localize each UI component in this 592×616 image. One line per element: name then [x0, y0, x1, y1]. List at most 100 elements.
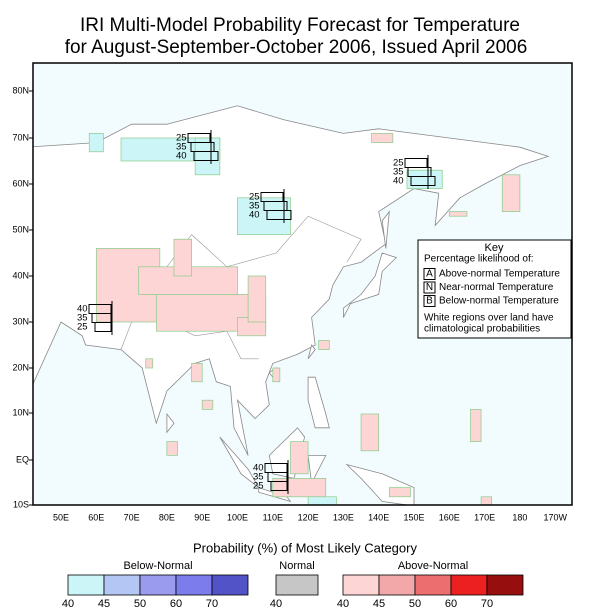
- legend-swatch: [275, 574, 319, 596]
- legend-swatch: [211, 574, 249, 596]
- title-line: for August-September-October 2006, Issue…: [65, 37, 528, 58]
- above-normal-region: [166, 441, 178, 456]
- legend-swatch: [486, 574, 524, 596]
- legend-tick-label: 70: [481, 598, 493, 610]
- key-item: Below-normal Temperature: [439, 296, 559, 307]
- above-normal-region: [371, 133, 394, 143]
- landmass: [307, 376, 330, 429]
- lon-label: 60E: [88, 512, 104, 522]
- legend-tick-label: 45: [98, 598, 110, 610]
- above-normal-region: [388, 487, 411, 498]
- probability-label: 25: [77, 322, 88, 333]
- lat-label: 10S: [13, 499, 29, 509]
- legend-tick-label: 50: [134, 598, 146, 610]
- landmass: [307, 454, 327, 485]
- lon-label: 80E: [159, 512, 175, 522]
- above-normal-region: [360, 413, 380, 452]
- landmass: [166, 412, 175, 434]
- above-normal-region: [480, 496, 493, 505]
- legend-group-name: Normal: [279, 560, 314, 572]
- lat-label: 20N: [12, 362, 29, 372]
- legend-tick-label: 45: [373, 598, 385, 610]
- probability-box: [410, 176, 436, 186]
- lat-label: 50N: [12, 224, 29, 234]
- above-normal-region: [470, 409, 482, 442]
- lon-label: 180: [512, 512, 527, 522]
- lat-label: 80N: [12, 85, 29, 95]
- lat-label: 40N: [12, 270, 29, 280]
- title-line: IRI Multi-Model Probability Forecast for…: [80, 15, 520, 36]
- key-title: Key: [485, 242, 504, 254]
- lat-label: 30N: [12, 316, 29, 326]
- above-normal-region: [448, 211, 468, 217]
- above-normal-region: [201, 399, 214, 410]
- border: [142, 215, 362, 277]
- legend-group-name: Above-Normal: [398, 560, 468, 572]
- probability-label: 40: [249, 210, 260, 221]
- legend-swatch: [414, 574, 452, 596]
- probability-label: 35: [77, 313, 88, 324]
- below-normal-region: [406, 169, 443, 189]
- probability-label: 40: [176, 151, 187, 162]
- probability-label: 25: [176, 133, 187, 144]
- lon-label: 160E: [439, 512, 460, 522]
- probability-label: 25: [249, 192, 260, 203]
- legend-swatch: [67, 574, 105, 596]
- lon-label: 70E: [124, 512, 140, 522]
- above-normal-region: [247, 275, 267, 323]
- lon-label: 120E: [298, 512, 319, 522]
- lat-label: 60N: [12, 178, 29, 188]
- probability-label: 40: [393, 176, 404, 187]
- key-item: Near-normal Temperature: [439, 282, 554, 293]
- key-letter: B: [426, 296, 433, 307]
- key-letter-box: [423, 281, 436, 294]
- legend-group-name: Below-Normal: [123, 560, 192, 572]
- landmass: [307, 344, 316, 360]
- above-normal-region: [501, 174, 521, 212]
- key-letter-box: [423, 295, 436, 307]
- probability-box: [270, 481, 288, 491]
- lon-label: 130E: [333, 512, 354, 522]
- probability-label: 40: [253, 463, 264, 474]
- legend-title: Probability (%) of Most Likely Category: [193, 540, 417, 555]
- lat-label: EQ: [16, 454, 29, 464]
- below-normal-region: [307, 496, 337, 505]
- landmass: [342, 252, 398, 318]
- legend-tick-label: 40: [62, 598, 74, 610]
- key-subtitle: Percentage likelihood of:: [424, 254, 534, 265]
- probability-label: 40: [77, 304, 88, 315]
- key-item: Above-normal Temperature: [439, 269, 560, 280]
- key-box: [417, 239, 572, 339]
- legend-tick-label: 60: [170, 598, 182, 610]
- legend-tick-label: 40: [270, 598, 282, 610]
- above-normal-region: [145, 358, 154, 369]
- legend-tick-label: 60: [445, 598, 457, 610]
- probability-label: 35: [176, 142, 187, 153]
- below-normal-region: [194, 137, 221, 176]
- legend-swatch: [342, 574, 380, 596]
- probability-label: 25: [253, 481, 264, 492]
- above-normal-region: [191, 363, 203, 383]
- key-note: White regions over land have: [424, 313, 554, 324]
- above-normal-region: [272, 478, 327, 498]
- above-normal-region: [272, 367, 281, 383]
- map-frame: [32, 62, 573, 506]
- lon-label: 140E: [368, 512, 389, 522]
- legend-tick-label: 40: [337, 598, 349, 610]
- lon-label: 110E: [263, 512, 283, 522]
- legend-swatch: [450, 574, 488, 596]
- lat-label: 70N: [12, 132, 29, 142]
- probability-label: 25: [393, 158, 404, 169]
- key-letter-box: [423, 268, 436, 280]
- key-letter: A: [426, 269, 433, 280]
- lon-label: 150E: [403, 512, 424, 522]
- legend-tick-label: 70: [206, 598, 218, 610]
- lon-label: 100E: [227, 512, 248, 522]
- probability-label: 35: [249, 201, 260, 212]
- above-normal-region: [318, 340, 330, 350]
- below-normal-region: [88, 133, 104, 153]
- landmass: [381, 210, 390, 249]
